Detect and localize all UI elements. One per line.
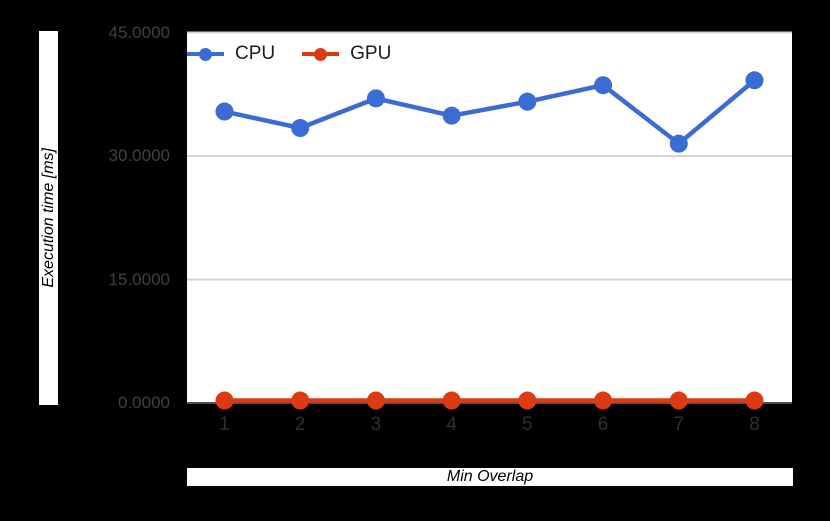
gpu-point [669,391,688,410]
cpu-point [215,102,234,121]
gpu-point [366,391,385,410]
legend-item-gpu: GPU [302,43,391,65]
cpu-point [518,92,537,111]
cpu-point [745,71,764,90]
y-axis-title: Execution time [ms] [39,31,58,405]
x-tick-label: 4 [446,414,457,435]
x-tick-label: 1 [219,414,230,435]
y-axis-title-label: Execution time [ms] [39,148,57,288]
gpu-point [594,391,613,410]
x-axis-title: Min Overlap [187,468,793,486]
x-tick-label: 2 [294,414,306,435]
cpu-point [442,106,461,125]
cpu-point [669,134,688,153]
cpu-point [594,76,613,95]
x-tick-label: 5 [522,414,533,435]
x-tick-label: 8 [749,414,760,435]
cpu-legend-label: CPU [235,43,276,64]
cpu-point [366,89,385,108]
cpu-legend-line [187,47,224,61]
gpu-point [518,391,537,410]
x-tick-label: 7 [673,414,685,435]
gpu-legend-line [302,47,340,61]
cpu-legend-dot [199,47,212,61]
x-tick-label: 3 [370,414,382,435]
line-chart [187,31,792,410]
legend: CPU GPU [187,43,391,65]
gpu-point [291,391,310,410]
y-tick-label: 15.0000 [108,269,170,289]
gpu-point [745,391,764,410]
gpu-point [215,391,234,410]
gpu-legend-label: GPU [350,43,392,64]
y-tick-label: 45.0000 [108,22,170,42]
legend-item-cpu: CPU [187,43,275,65]
y-tick-label: 30.0000 [108,146,170,165]
cpu-point [291,119,310,138]
gpu-point [442,391,461,410]
y-tick-label: 0.0000 [118,393,170,412]
x-axis-title-label: Min Overlap [446,468,534,485]
cpu-line [222,78,757,146]
gpu-legend-dot [314,47,328,61]
plot-area: CPU GPU [187,31,792,410]
x-tick-label: 6 [597,414,609,435]
